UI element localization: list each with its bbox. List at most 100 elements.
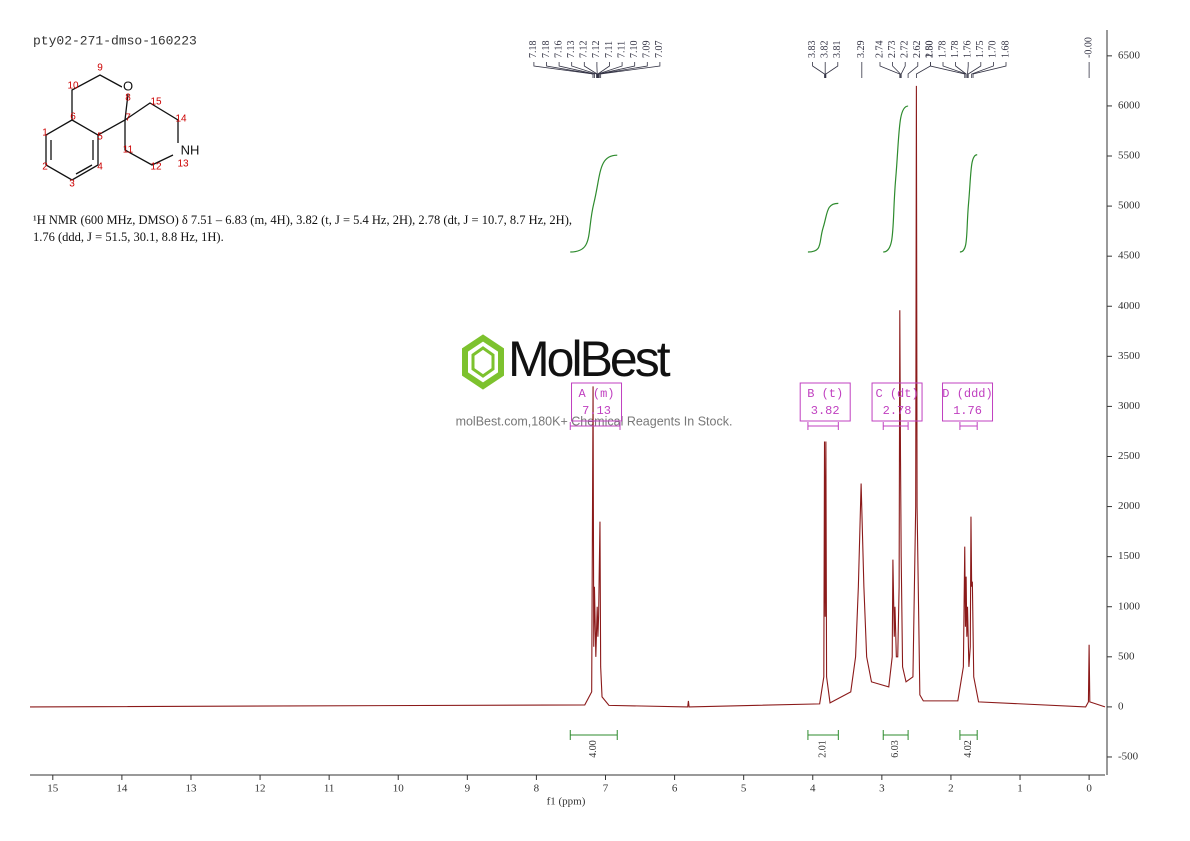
integral-value: 6.03 bbox=[890, 740, 901, 758]
peak-connector bbox=[546, 62, 594, 78]
multiplet-label: C (dt) bbox=[875, 387, 918, 401]
integral-value: 4.00 bbox=[588, 740, 599, 758]
peak-label: 7.18 bbox=[528, 41, 539, 59]
x-tick-label: 10 bbox=[393, 783, 405, 795]
peak-connector bbox=[583, 62, 598, 78]
x-tick-label: 4 bbox=[810, 783, 816, 795]
peak-connector bbox=[600, 62, 661, 78]
multiplet-box bbox=[942, 382, 994, 422]
peak-label: 3.29 bbox=[856, 41, 867, 59]
peak-label: 3.81 bbox=[832, 41, 843, 59]
y-tick-label: 5000 bbox=[1118, 200, 1141, 212]
multiplet-label: B (t) bbox=[807, 387, 843, 401]
multiplet-label: A (m) bbox=[579, 387, 615, 401]
peak-label: 3.82 bbox=[819, 41, 830, 59]
peak-connector bbox=[900, 62, 906, 78]
peak-connector bbox=[571, 62, 597, 78]
peak-label: 1.78 bbox=[950, 41, 961, 59]
peak-label: 1.80 bbox=[925, 41, 936, 59]
peak-connector bbox=[971, 62, 994, 78]
y-tick-label: 6500 bbox=[1118, 49, 1141, 61]
peak-label: 2.73 bbox=[887, 41, 898, 59]
peak-connector bbox=[598, 62, 648, 78]
brand: MolBest bbox=[508, 331, 671, 387]
integral-value: 4.02 bbox=[963, 740, 974, 758]
peak-label: 2.72 bbox=[899, 41, 910, 59]
atom-label: 2 bbox=[42, 162, 48, 173]
y-tick-label: 5500 bbox=[1118, 150, 1141, 162]
peak-label: 2.62 bbox=[912, 41, 923, 59]
multiplet-range bbox=[569, 422, 621, 430]
integral-bracket bbox=[959, 730, 978, 740]
peak-label: -0.00 bbox=[1083, 37, 1094, 58]
atom-label: 5 bbox=[97, 132, 103, 143]
bond bbox=[124, 120, 174, 166]
multiplet-box bbox=[799, 382, 851, 422]
peak-label: 1.78 bbox=[937, 41, 948, 59]
spectrum bbox=[29, 85, 1106, 708]
y-tick-label: 4000 bbox=[1118, 300, 1141, 312]
peak-label: 1.75 bbox=[975, 41, 986, 59]
peak-label: 7.11 bbox=[604, 41, 615, 58]
x-tick-label: 7 bbox=[603, 783, 609, 795]
atom-label: 6 bbox=[70, 112, 76, 123]
x-tick-label: 3 bbox=[879, 783, 885, 795]
x-tick-label: 5 bbox=[741, 783, 747, 795]
atom-label: 4 bbox=[97, 162, 103, 173]
structure bbox=[45, 74, 179, 181]
peak-label: 7.07 bbox=[654, 41, 665, 59]
peak-connector bbox=[967, 62, 969, 78]
benzene-ring bbox=[45, 119, 99, 181]
integral-bracket bbox=[807, 730, 839, 740]
atom-label: 12 bbox=[150, 162, 162, 173]
multiplet-shift: 7.13 bbox=[582, 404, 611, 418]
peak-label: 7.16 bbox=[553, 41, 564, 59]
integral-bracket bbox=[569, 730, 618, 740]
x-tick-label: 11 bbox=[324, 783, 335, 795]
y-tick-label: 3500 bbox=[1118, 350, 1141, 362]
x-tick-label: 15 bbox=[47, 783, 59, 795]
peak-connector bbox=[879, 62, 901, 78]
peak-label: 7.10 bbox=[629, 41, 640, 59]
multiplet-shift: 2.78 bbox=[883, 404, 912, 418]
description: ¹H NMR (600 MHz, DMSO) δ 7.51 – 6.83 (m,… bbox=[33, 213, 572, 244]
atom-label: 3 bbox=[69, 179, 75, 190]
peak-connector bbox=[955, 62, 967, 78]
x-tick-label: 9 bbox=[465, 783, 471, 795]
x-tick-label: 2 bbox=[948, 783, 954, 795]
atom-mask bbox=[122, 80, 134, 94]
peak-connector bbox=[812, 62, 825, 78]
bond bbox=[97, 93, 129, 136]
peak-label: 7.13 bbox=[566, 41, 577, 59]
peak-connector bbox=[915, 62, 931, 78]
multiplet-shift: 3.82 bbox=[811, 404, 840, 418]
integral-curve bbox=[807, 202, 839, 253]
peak-label: 2.74 bbox=[874, 41, 885, 59]
peak-label: 2.50 bbox=[925, 41, 936, 59]
peak-label: 1.76 bbox=[963, 41, 974, 59]
atom-label: O bbox=[123, 78, 133, 93]
atom-label: 13 bbox=[177, 159, 189, 170]
peak-connector bbox=[892, 62, 901, 78]
atom-label: NH bbox=[181, 142, 200, 157]
peak-connector bbox=[967, 62, 982, 78]
peak-connector bbox=[558, 62, 595, 78]
atom-label: 14 bbox=[175, 114, 187, 125]
peak-label: 7.09 bbox=[642, 41, 653, 59]
y-tick-label: 500 bbox=[1118, 650, 1135, 662]
peak-label: 3.83 bbox=[807, 41, 818, 59]
y-tick-label: -500 bbox=[1118, 751, 1139, 763]
peak-label: 7.12 bbox=[579, 41, 590, 59]
integral-curve bbox=[959, 154, 978, 253]
peak-connector bbox=[825, 62, 839, 78]
integral-value: 2.01 bbox=[817, 740, 828, 758]
peak-connector bbox=[930, 62, 966, 78]
bond bbox=[71, 74, 123, 120]
y-tick-label: 3000 bbox=[1118, 400, 1141, 412]
x-tick-label: 0 bbox=[1086, 783, 1092, 795]
chart-title: pty02-271-dmso-160223 bbox=[33, 33, 197, 48]
x-tick-label: 12 bbox=[255, 783, 266, 795]
atom-label: 8 bbox=[125, 93, 131, 104]
